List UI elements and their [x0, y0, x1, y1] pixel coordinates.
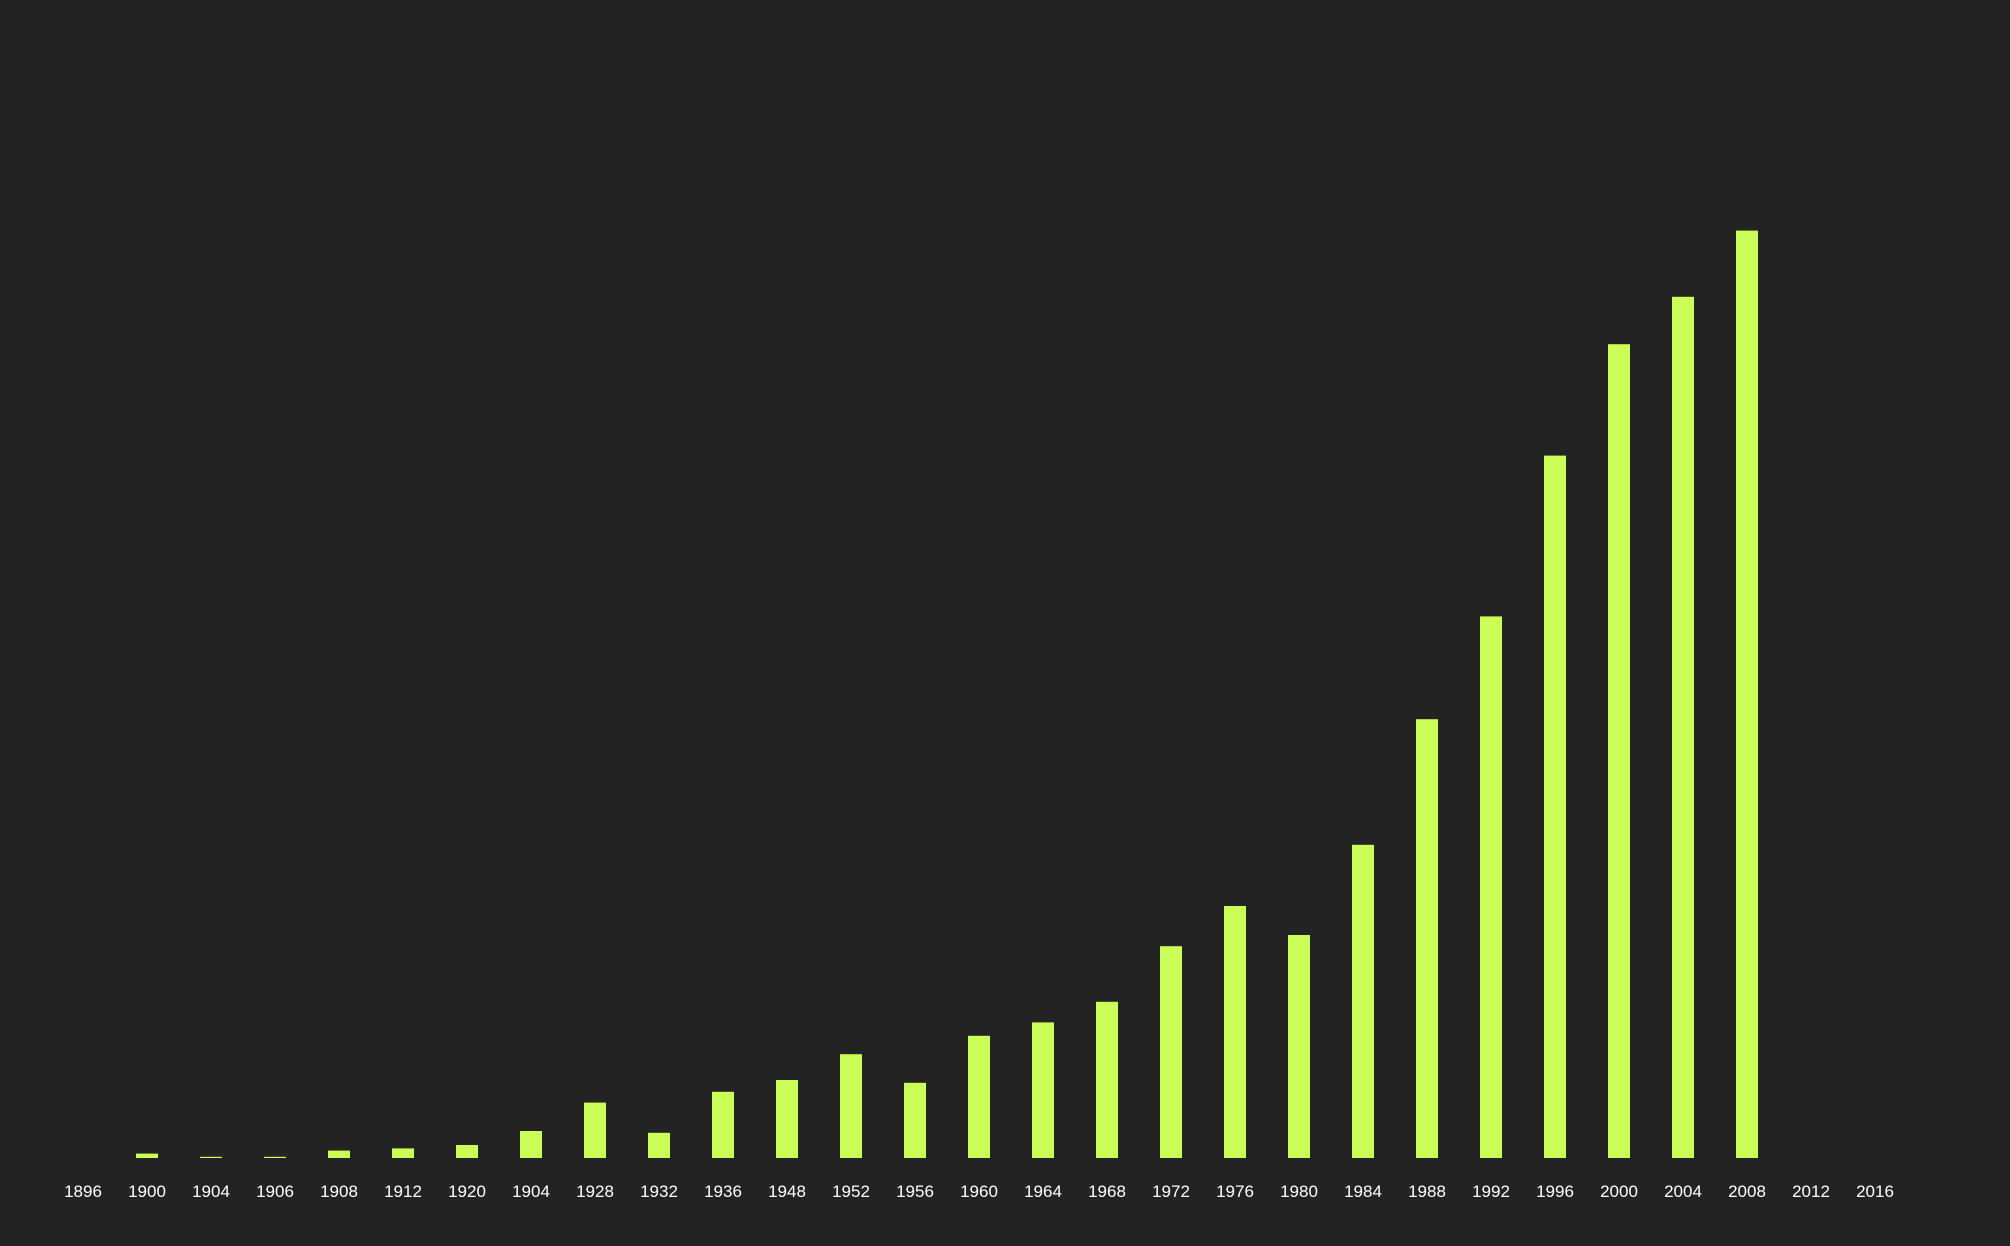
bar-1972-17	[1160, 946, 1182, 1158]
bar-1952-12	[840, 1054, 862, 1158]
x-tick-label: 2016	[1856, 1182, 1894, 1201]
x-tick-label: 1972	[1152, 1182, 1190, 1201]
x-tick-label: 1904	[512, 1182, 550, 1201]
bar-1936-10	[712, 1091, 734, 1158]
x-tick-label: 2000	[1600, 1182, 1638, 1201]
x-tick-label: 1996	[1536, 1182, 1574, 1201]
x-tick-label: 1900	[128, 1182, 166, 1201]
bars-layer	[136, 230, 1758, 1159]
bar-1988-21	[1416, 719, 1438, 1158]
x-tick-label: 1908	[320, 1182, 358, 1201]
x-tick-label: 1968	[1088, 1182, 1126, 1201]
bar-1928-8	[584, 1102, 606, 1158]
bar-1964-15	[1032, 1022, 1054, 1158]
x-tick-label: 1936	[704, 1182, 742, 1201]
x-axis-tick-labels: 1896 1900 1904 1906 1908 1912 1920 1904 1928 1932…	[64, 1182, 1894, 1201]
x-tick-label: 1988	[1408, 1182, 1446, 1201]
x-tick-label: 1904	[192, 1182, 230, 1201]
bar-1900-1	[136, 1153, 158, 1158]
bar-2004-25	[1672, 296, 1694, 1158]
x-tick-label: 1984	[1344, 1182, 1382, 1201]
x-tick-label: 1956	[896, 1182, 934, 1201]
x-tick-label: 1964	[1024, 1182, 1062, 1201]
bar-1960-14	[968, 1035, 990, 1158]
bar-2000-24	[1608, 344, 1630, 1158]
bar-2008-26	[1736, 230, 1758, 1159]
bar-1992-22	[1480, 616, 1502, 1158]
bar-1904-2	[200, 1156, 222, 1158]
x-tick-label: 1932	[640, 1182, 678, 1201]
bar-1920-6	[456, 1145, 478, 1158]
bar-1948-11	[776, 1080, 798, 1158]
bar-1932-9	[648, 1132, 670, 1158]
x-tick-label: 1920	[448, 1182, 486, 1201]
x-tick-label: 2012	[1792, 1182, 1830, 1201]
x-tick-label: 1896	[64, 1182, 102, 1201]
bar-1976-18	[1224, 906, 1246, 1158]
bar-1912-5	[392, 1148, 414, 1158]
x-tick-label: 1992	[1472, 1182, 1510, 1201]
bar-1968-16	[1096, 1001, 1118, 1158]
x-tick-label: 1906	[256, 1182, 294, 1201]
x-tick-label: 1976	[1216, 1182, 1254, 1201]
bar-1996-23	[1544, 455, 1566, 1159]
x-tick-label: 1980	[1280, 1182, 1318, 1201]
bar-1984-20	[1352, 844, 1374, 1158]
x-tick-label: 1948	[768, 1182, 806, 1201]
bar-1904-7	[520, 1131, 542, 1158]
x-tick-label: 2008	[1728, 1182, 1766, 1201]
x-tick-label: 1960	[960, 1182, 998, 1201]
x-tick-label: 1952	[832, 1182, 870, 1201]
x-tick-label: 1928	[576, 1182, 614, 1201]
bar-1908-4	[328, 1150, 350, 1158]
bar-1980-19	[1288, 935, 1310, 1158]
x-tick-label: 2004	[1664, 1182, 1702, 1201]
x-tick-label: 1912	[384, 1182, 422, 1201]
bar-1956-13	[904, 1082, 926, 1158]
bar-1906-3	[264, 1156, 286, 1158]
